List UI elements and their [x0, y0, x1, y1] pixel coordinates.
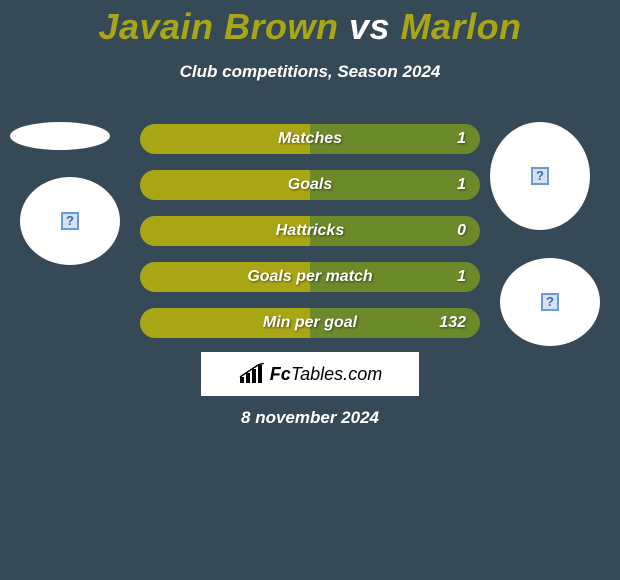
stat-row: Goals per match1	[140, 262, 480, 292]
stat-bar-left	[140, 262, 310, 292]
logo-box: FcTables.com	[201, 352, 419, 396]
avatar	[490, 122, 590, 230]
title-player2: Marlon	[401, 6, 522, 47]
bar-chart-icon	[238, 363, 266, 385]
page-title: Javain Brown vs Marlon	[0, 0, 620, 48]
stat-bar-right	[310, 216, 480, 246]
stats-container: Matches1 Goals1 Hattricks0 Goals per match1…	[140, 124, 480, 354]
placeholder-icon	[531, 167, 549, 185]
stat-bar-right	[310, 170, 480, 200]
logo-text: FcTables.com	[270, 364, 382, 385]
stat-row: Hattricks0	[140, 216, 480, 246]
stat-bar-right	[310, 262, 480, 292]
avatar	[20, 177, 120, 265]
stat-bar-left	[140, 216, 310, 246]
stat-bar-left	[140, 170, 310, 200]
title-player1: Javain Brown	[98, 6, 338, 47]
stat-bar-left	[140, 124, 310, 154]
stat-bar-left	[140, 308, 310, 338]
placeholder-icon	[541, 293, 559, 311]
placeholder-icon	[61, 212, 79, 230]
stat-row: Min per goal132	[140, 308, 480, 338]
infographic-root: Javain Brown vs Marlon Club competitions…	[0, 0, 620, 580]
stat-bar-right	[310, 308, 480, 338]
date-label: 8 november 2024	[0, 408, 620, 428]
stat-bar-right	[310, 124, 480, 154]
stat-row: Goals1	[140, 170, 480, 200]
avatar	[10, 122, 110, 150]
title-vs: vs	[339, 6, 401, 47]
subtitle: Club competitions, Season 2024	[0, 62, 620, 82]
avatar	[500, 258, 600, 346]
logo-suffix: Tables.com	[291, 364, 382, 384]
logo-prefix: Fc	[270, 364, 291, 384]
stat-row: Matches1	[140, 124, 480, 154]
